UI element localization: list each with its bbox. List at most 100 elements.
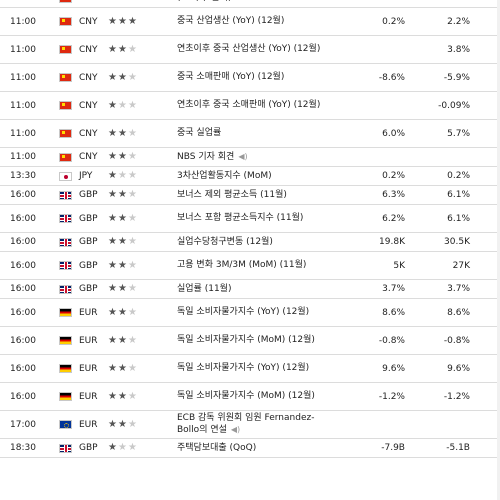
star-icon: ★: [108, 362, 118, 374]
event-name[interactable]: 중국 소매판매 (YoY) (12월): [177, 72, 285, 82]
previous-value: 3.8%: [447, 44, 470, 55]
event-name[interactable]: 3차산업활동지수 (MoM): [177, 170, 272, 181]
star-icon: ★: [127, 99, 138, 111]
star-icon: ★: [127, 442, 138, 453]
event-name[interactable]: 고용 변화 3M/3M (MoM) (11월): [177, 260, 307, 270]
star-icon: ★: [117, 71, 128, 83]
forecast-value: 6.0%: [382, 128, 405, 139]
table-row[interactable]: 13:30 JPY ★★★ 3차산업활동지수 (MoM) 0.2% 0.2%: [0, 167, 500, 186]
event-name[interactable]: 보너스 포함 평균소득지수 (11월): [177, 213, 304, 223]
event-name[interactable]: 중국 실업률: [177, 128, 222, 138]
table-row[interactable]: 16:00 EUR ★★★ 독일 소비자물가지수 (YoY) (12월) 9.6% 9.6…: [0, 355, 500, 383]
forecast-value: 9.6%: [382, 363, 405, 374]
table-row[interactable]: 16:00 GBP ★★★ 실업률 (11월) 3.7% 3.7%: [0, 280, 500, 299]
star-icon: ★: [117, 43, 128, 55]
event-name[interactable]: 독일 소비자물가지수 (MoM) (12월): [177, 335, 315, 345]
star-icon: ★: [108, 15, 118, 27]
event-name[interactable]: 독일 소비자물가지수 (MoM) (12월): [177, 391, 315, 401]
star-icon: ★: [108, 189, 118, 200]
china-flag-icon: [59, 129, 72, 138]
table-row[interactable]: 16:00 GBP ★★★ 실업수당청구변동 (12월) 19.8K 30.5K: [0, 233, 500, 252]
event-time: 11:00: [10, 72, 36, 83]
star-icon: ★: [117, 306, 128, 318]
table-row[interactable]: 11:00 CNY ★★★ 중국 소매판매 (YoY) (12월) -8.6% -5.9%: [0, 64, 500, 92]
event-name[interactable]: 보너스 제외 평균소득 (11월): [177, 189, 287, 200]
star-icon: ★: [127, 15, 138, 27]
event-name[interactable]: 독일 소비자물가지수 (YoY) (12월): [177, 307, 310, 317]
currency-code: GBP: [79, 443, 98, 453]
star-icon: ★: [127, 334, 138, 346]
previous-value: 5.7%: [447, 128, 470, 139]
china-flag-icon: [59, 17, 72, 26]
star-icon: ★: [108, 283, 118, 294]
star-icon: ★: [127, 71, 138, 83]
germany-flag-icon: [59, 308, 72, 317]
table-row[interactable]: 11:00 CNY ★★★ 중국 실업률 6.0% 5.7%: [0, 120, 500, 148]
table-row[interactable]: 16:00 EUR ★★★ 독일 소비자물가지수 (YoY) (12월) 8.6% 8.6…: [0, 299, 500, 327]
star-icon: ★: [117, 442, 128, 453]
event-name[interactable]: (YoY) (4분기): [177, 0, 327, 4]
event-time: 11:00: [10, 16, 36, 27]
star-icon: ★: [108, 390, 118, 402]
event-time: 16:00: [10, 237, 36, 247]
china-flag-icon: [59, 152, 72, 162]
table-row[interactable]: 16:00 GBP ★★★ 고용 변화 3M/3M (MoM) (11월) 5K 27K: [0, 252, 500, 280]
table-row[interactable]: 16:00 EUR ★★★ 독일 소비자물가지수 (MoM) (12월) -0.8% -0…: [0, 327, 500, 355]
star-icon: ★: [127, 189, 138, 200]
star-icon: ★: [117, 127, 128, 139]
importance-rating: ★★★: [108, 259, 138, 271]
event-name[interactable]: 독일 소비자물가지수 (YoY) (12월): [177, 363, 310, 373]
currency-code: EUR: [79, 335, 98, 346]
importance-rating: ★★★: [108, 152, 138, 162]
star-icon: ★: [118, 0, 128, 3]
currency-code: CNY: [79, 0, 109, 3]
previous-value: -5.1B: [446, 443, 470, 453]
scrollbar[interactable]: [497, 0, 500, 500]
table-row[interactable]: 18:30 GBP ★★★ 주택담보대출 (QoQ) -7.9B -5.1B: [0, 439, 500, 458]
previous-value: 3.0%: [447, 0, 470, 3]
star-icon: ★: [127, 170, 138, 181]
event-name[interactable]: 연초이후 중국 산업생산 (YoY) (12월): [177, 44, 321, 54]
importance-rating: ★★★: [108, 306, 138, 318]
table-row[interactable]: 11:00 CNY ★★★ 중국 산업생산 (YoY) (12월) 0.2% 2.2%: [0, 8, 500, 36]
germany-flag-icon: [59, 336, 72, 345]
star-icon: ★: [117, 259, 128, 271]
currency-code: GBP: [79, 260, 98, 271]
event-name[interactable]: 중국 산업생산 (YoY) (12월): [177, 16, 285, 26]
table-row[interactable]: 17:00 EUR ★★★ ECB 감독 위원회 임원 Fernandez-Bollo…: [0, 411, 500, 439]
star-icon: ★: [108, 418, 118, 430]
speaker-icon: ◀): [238, 152, 248, 161]
event-name[interactable]: 실업률 (11월): [177, 283, 232, 294]
currency-code: CNY: [79, 128, 98, 139]
table-row[interactable]: 16:00 GBP ★★★ 보너스 포함 평균소득지수 (11월) 6.2% 6.1%: [0, 205, 500, 233]
importance-rating: ★★★: [108, 390, 138, 402]
table-row[interactable]: 11:00 CNY ★★★ 연초이후 중국 소매판매 (YoY) (12월) -0.09…: [0, 92, 500, 120]
currency-code: EUR: [79, 307, 98, 318]
event-time: 16:00: [10, 190, 36, 200]
event-time: 16:00: [10, 213, 36, 224]
event-name[interactable]: 주택담보대출 (QoQ): [177, 442, 257, 453]
table-row[interactable]: 11:00 CNY ★★★ 연초이후 중국 산업생산 (YoY) (12월) 3.8%: [0, 36, 500, 64]
currency-code: EUR: [79, 363, 98, 374]
star-icon: ★: [127, 418, 138, 430]
previous-value: 6.1%: [447, 190, 470, 200]
event-name[interactable]: ECB 감독 위원회 임원 Fernandez-Bollo의 연설 ◀): [177, 413, 315, 435]
table-row[interactable]: 16:00 EUR ★★★ 독일 소비자물가지수 (MoM) (12월) -1.2% -1…: [0, 383, 500, 411]
star-icon: ★: [108, 0, 118, 3]
event-name[interactable]: 연초이후 중국 소매판매 (YoY) (12월): [177, 100, 321, 110]
table-row[interactable]: 11:00 CNY ★★★ NBS 기자 회견 ◀): [0, 148, 500, 167]
star-icon: ★: [108, 71, 118, 83]
importance-rating: ★★★: [108, 0, 138, 3]
table-row[interactable]: 16:00 GBP ★★★ 보너스 제외 평균소득 (11월) 6.3% 6.1%: [0, 186, 500, 205]
forecast-value: 0.2%: [382, 171, 405, 181]
star-icon: ★: [117, 418, 128, 430]
event-name[interactable]: 실업수당청구변동 (12월): [177, 236, 273, 247]
japan-flag-icon: [59, 171, 72, 181]
event-name[interactable]: NBS 기자 회견 ◀): [177, 152, 248, 162]
star-icon: ★: [127, 127, 138, 139]
star-icon: ★: [117, 170, 128, 181]
star-icon: ★: [108, 170, 118, 181]
currency-code: EUR: [79, 391, 98, 402]
star-icon: ★: [128, 0, 138, 3]
